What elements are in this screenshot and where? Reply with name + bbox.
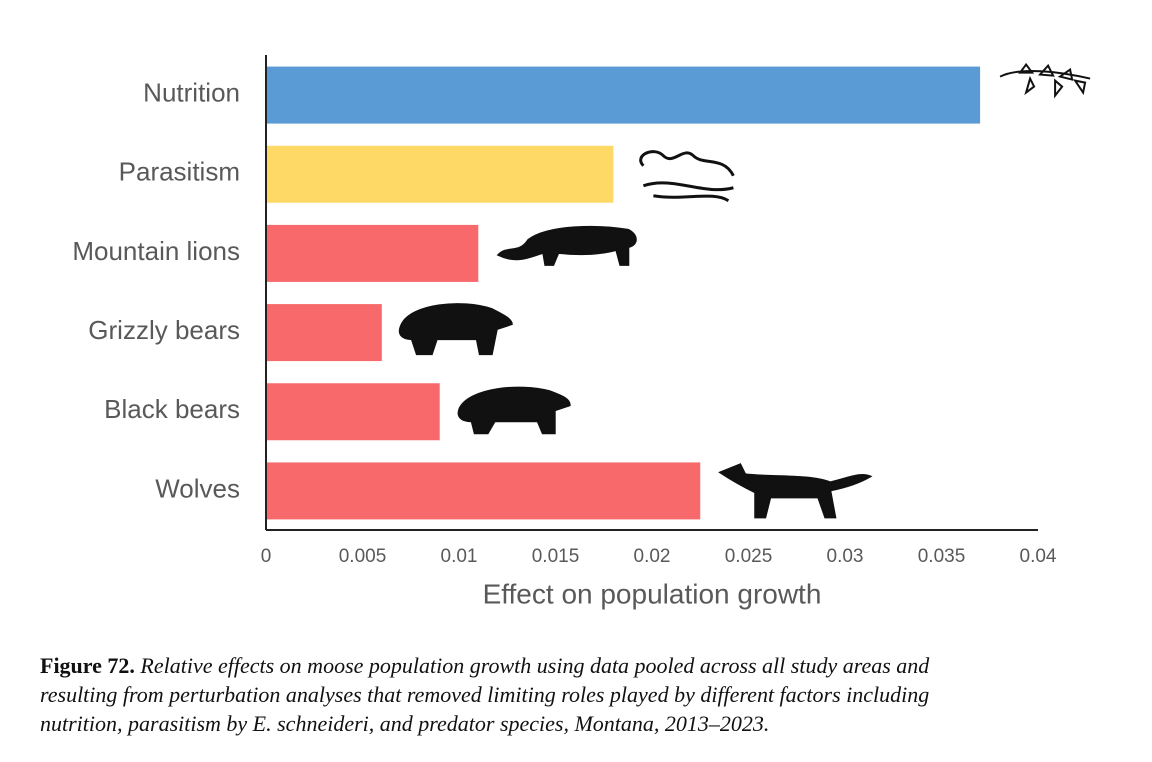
caption-line: resulting from perturbation analyses tha… — [40, 682, 929, 708]
bar — [266, 462, 701, 520]
x-tick-label: 0.005 — [339, 546, 387, 567]
y-tick-label: Black bears — [104, 394, 240, 424]
x-tick-label: 0.03 — [827, 546, 864, 567]
caption-line: Figure 72. Relative effects on moose pop… — [40, 653, 929, 679]
y-tick-label: Wolves — [155, 473, 240, 503]
y-tick-label: Nutrition — [143, 77, 240, 107]
x-tick-label: 0.015 — [532, 546, 580, 567]
caption-label: Figure 72. — [40, 653, 135, 678]
chart: Effect on population growth 0 0.005 0.01 0.… — [72, 55, 1091, 609]
bar — [266, 66, 981, 124]
x-tick-label: 0.025 — [725, 546, 773, 567]
icon — [718, 463, 873, 519]
caption-text: resulting from perturbation analyses tha… — [40, 682, 930, 707]
icon — [457, 386, 571, 435]
y-tick-label: Parasitism — [119, 157, 240, 187]
bar — [266, 304, 382, 362]
x-tick-label: 0.02 — [634, 546, 671, 567]
x-tick-label: 0.035 — [918, 546, 966, 567]
caption-text: nutrition, parasitism by E. schneideri, … — [40, 711, 770, 736]
bar — [266, 145, 614, 203]
icon — [639, 150, 735, 203]
icon — [496, 225, 637, 266]
y-tick-label: Mountain lions — [72, 236, 240, 266]
x-tick-label: 0.04 — [1020, 546, 1057, 567]
x-axis-title: Effect on population growth — [483, 578, 822, 609]
caption-text: Relative effects on moose population gro… — [140, 653, 930, 678]
y-tick-label: Grizzly bears — [88, 315, 240, 345]
bar — [266, 224, 479, 282]
x-tick-label: 0 — [261, 546, 272, 567]
icon — [999, 62, 1091, 99]
icon — [398, 303, 513, 356]
x-tick-label: 0.01 — [441, 546, 478, 567]
caption-line: nutrition, parasitism by E. schneideri, … — [40, 711, 769, 737]
bar — [266, 383, 440, 441]
